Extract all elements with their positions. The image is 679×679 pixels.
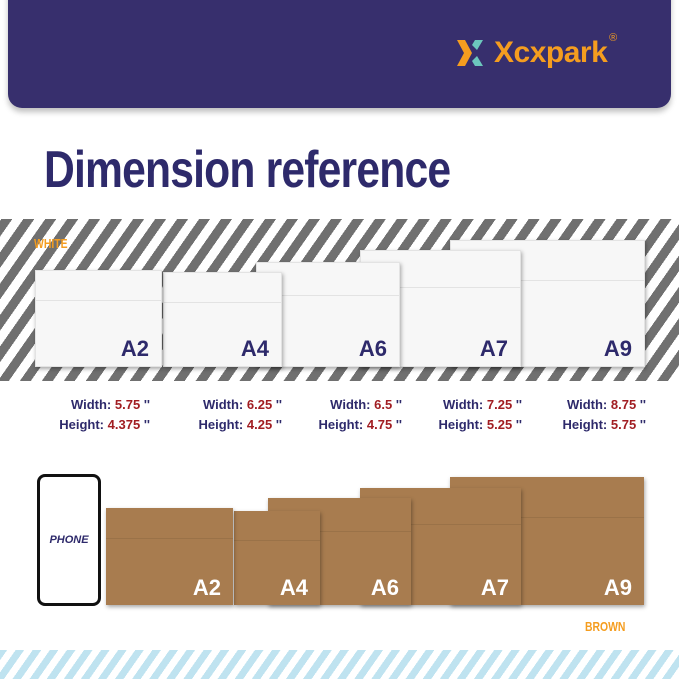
brand-name: Xcxpark [494,36,608,69]
height-label: Height: [438,417,484,432]
envelope-size-label: A4 [240,336,269,361]
height-value: 4.375 [107,417,141,432]
brand-logo: Xcxpark ® [454,32,617,70]
height-label: Height: [318,417,364,432]
height-label: Height: [59,417,105,432]
envelope-flap [268,498,411,533]
height-label: Height: [562,417,608,432]
inch-unit: '' [143,397,150,412]
height-spec: Height: 5.75 '' [562,417,646,432]
width-value: 7.25 [486,397,513,412]
envelope-flap [451,241,644,281]
phone-outline: PHONE [37,474,101,606]
width-value: 6.5 [374,397,393,412]
width-spec: Width: 7.25 '' [443,397,522,412]
height-value: 5.25 [486,417,513,432]
x-logo-icon [457,40,483,66]
height-value: 4.25 [246,417,273,432]
width-label: Width: [70,397,112,412]
page-title: Dimension reference [44,141,451,199]
envelope-size-label: A9 [603,575,632,600]
inch-unit: '' [395,417,402,432]
height-spec: Height: 4.75 '' [318,417,402,432]
height-spec: Height: 4.375 '' [59,417,150,432]
envelope-flap [361,251,520,288]
height-value: 5.75 [610,417,637,432]
height-label: Height: [198,417,244,432]
inch-unit: '' [395,397,402,412]
envelope-flap [360,488,521,526]
height-spec: Height: 5.25 '' [438,417,522,432]
width-spec: Width: 8.75 '' [567,397,646,412]
height-value: 4.75 [366,417,393,432]
envelope-size-label: A6 [370,575,399,600]
white-envelope: A4 [163,272,282,367]
envelope-size-label: A9 [603,336,632,361]
white-label: WHITE [34,236,68,251]
inch-unit: '' [515,397,522,412]
envelope-size-label: A6 [358,336,387,361]
width-label: Width: [566,397,608,412]
envelope-size-label: A7 [479,336,508,361]
envelope-flap [164,273,281,303]
envelope-flap [106,508,233,540]
envelope-size-label: A7 [480,575,509,600]
inch-unit: '' [143,417,150,432]
inch-unit: '' [275,397,282,412]
width-spec: Width: 6.25 '' [203,397,282,412]
inch-unit: '' [275,417,282,432]
inch-unit: '' [639,397,646,412]
phone-label: PHONE [49,534,89,546]
width-label: Width: [330,397,371,412]
envelope-flap [257,263,399,296]
width-label: Width: [202,397,244,412]
bottom-stripes [0,650,679,679]
envelope-size-label: A2 [192,575,221,600]
width-spec: Width: 6.5 '' [330,397,402,412]
envelope-flap [234,511,320,542]
envelope-flap [36,271,161,302]
width-spec: Width: 5.75 '' [71,397,150,412]
width-value: 8.75 [610,397,637,412]
width-label: Width: [442,397,484,412]
header-banner: Xcxpark ® [8,0,671,108]
inch-unit: '' [515,417,522,432]
width-value: 5.75 [114,397,141,412]
brown-envelope: A4 [234,511,320,605]
envelope-size-label: A4 [279,575,308,600]
envelope-size-label: A2 [120,336,149,361]
white-envelope: A2 [35,270,162,367]
height-spec: Height: 4.25 '' [198,417,282,432]
registered-mark: ® [609,32,618,44]
brown-envelope: A2 [106,508,233,605]
inch-unit: '' [639,417,646,432]
width-value: 6.25 [246,397,273,412]
brown-label: BROWN [585,619,626,634]
envelope-flap [450,477,644,518]
